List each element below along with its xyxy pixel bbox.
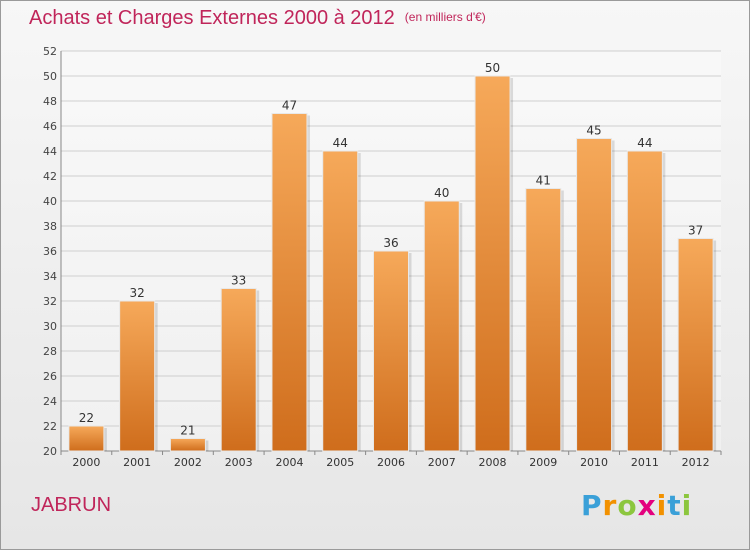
chart-title: Achats et Charges Externes 2000 à 2012 (e… <box>29 7 486 30</box>
x-tick-label-2010: 2010 <box>580 456 608 469</box>
value-label-2010: 45 <box>586 124 601 138</box>
logo-letter: x <box>637 489 657 522</box>
y-tick-label: 46 <box>43 120 57 133</box>
commune-name: JABRUN <box>31 494 112 516</box>
x-tick-label-2005: 2005 <box>326 456 354 469</box>
x-tick-label-2006: 2006 <box>377 456 405 469</box>
logo-letter: i <box>656 489 668 522</box>
y-tick-label: 28 <box>43 345 57 358</box>
bar-2000 <box>68 425 105 452</box>
x-tick-label-2002: 2002 <box>174 456 202 469</box>
bar-2011 <box>626 150 663 452</box>
bar-2005 <box>322 150 359 452</box>
x-tick-label-2001: 2001 <box>123 456 151 469</box>
proxiti-logo: Proxiti <box>581 489 692 522</box>
x-tick-label-2000: 2000 <box>72 456 100 469</box>
logo-letter: r <box>602 489 618 522</box>
x-tick-label-2011: 2011 <box>631 456 659 469</box>
y-tick-label: 38 <box>43 220 57 233</box>
logo-letter: t <box>667 489 682 522</box>
y-tick-label: 22 <box>43 420 57 433</box>
bar-2012 <box>677 238 714 452</box>
x-tick-label-2003: 2003 <box>225 456 253 469</box>
y-tick-label: 36 <box>43 245 57 258</box>
y-tick-label: 34 <box>43 270 57 283</box>
bar-2008 <box>474 75 511 452</box>
value-label-2008: 50 <box>485 61 500 75</box>
bar-2004 <box>271 113 308 452</box>
y-tick-label: 30 <box>43 320 57 333</box>
bar-2001 <box>119 300 156 452</box>
y-tick-label: 24 <box>43 395 57 408</box>
bar-2010 <box>576 138 613 452</box>
bar-2006 <box>373 250 409 452</box>
x-tick-label-2012: 2012 <box>682 456 710 469</box>
bar-2007 <box>423 200 460 452</box>
value-label-2006: 36 <box>383 236 398 250</box>
y-tick-label: 52 <box>43 45 57 58</box>
value-label-2003: 33 <box>231 274 246 288</box>
y-tick-label: 20 <box>43 445 57 458</box>
logo-letter: o <box>617 489 638 522</box>
x-tick-label-2007: 2007 <box>428 456 456 469</box>
chart-subtitle: (en milliers d'€) <box>404 10 486 24</box>
x-tick-label-2008: 2008 <box>479 456 507 469</box>
x-tick-label-2004: 2004 <box>275 456 303 469</box>
value-label-2011: 44 <box>637 136 652 150</box>
y-tick-label: 26 <box>43 370 57 383</box>
logo-letter: P <box>581 489 603 522</box>
y-tick-label: 44 <box>43 145 57 158</box>
bar-2002 <box>169 438 206 452</box>
value-label-2005: 44 <box>333 136 348 150</box>
value-label-2007: 40 <box>434 186 449 200</box>
chart-title-text: Achats et Charges Externes 2000 à 2012 <box>29 7 395 29</box>
bar-2009 <box>525 188 562 452</box>
logo-letter: i <box>681 489 693 522</box>
x-tick-label-2009: 2009 <box>529 456 557 469</box>
y-tick-label: 50 <box>43 70 57 83</box>
y-tick-label: 48 <box>43 95 57 108</box>
value-label-2001: 32 <box>130 286 145 300</box>
value-label-2012: 37 <box>688 224 703 238</box>
y-tick-label: 32 <box>43 295 57 308</box>
value-label-2004: 47 <box>282 99 297 113</box>
y-tick-label: 40 <box>43 195 57 208</box>
bar-2003 <box>220 288 257 452</box>
value-label-2000: 22 <box>79 411 94 425</box>
value-label-2002: 21 <box>180 424 195 438</box>
y-tick-label: 42 <box>43 170 57 183</box>
value-label-2009: 41 <box>536 174 551 188</box>
